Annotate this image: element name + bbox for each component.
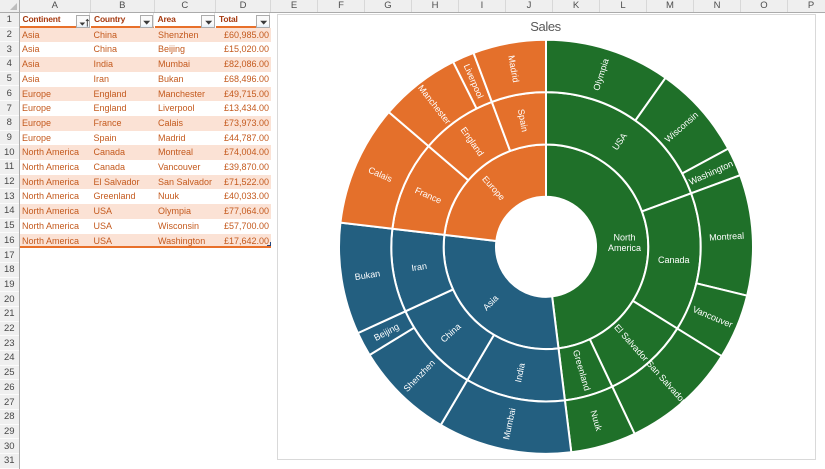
svg-text:Montreal: Montreal <box>708 230 744 242</box>
svg-text:Bukan: Bukan <box>354 268 381 282</box>
svg-text:Iran: Iran <box>410 260 427 272</box>
svg-text:Spain: Spain <box>515 108 529 132</box>
svg-text:Madrid: Madrid <box>506 54 521 83</box>
svg-text:Canada: Canada <box>658 255 690 265</box>
svg-text:India: India <box>513 362 527 383</box>
